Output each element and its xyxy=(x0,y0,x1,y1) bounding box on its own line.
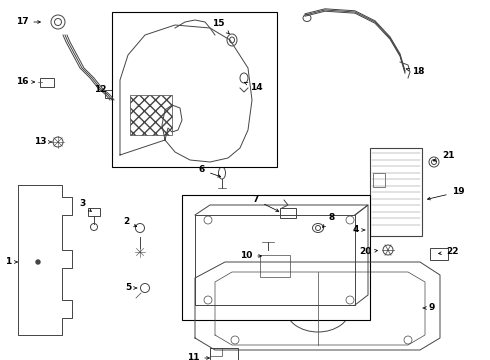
Bar xyxy=(210,348,238,360)
Text: 7: 7 xyxy=(253,195,279,211)
Text: 15: 15 xyxy=(212,19,229,33)
Text: 16: 16 xyxy=(16,77,34,86)
Bar xyxy=(280,208,296,218)
Bar xyxy=(260,255,290,277)
Text: 22: 22 xyxy=(439,248,458,256)
Text: 19: 19 xyxy=(428,188,465,200)
Text: 14: 14 xyxy=(245,82,262,93)
Text: 12: 12 xyxy=(94,85,106,94)
Bar xyxy=(130,95,172,135)
Text: 6: 6 xyxy=(199,166,221,177)
Text: 10: 10 xyxy=(240,252,261,261)
Text: 18: 18 xyxy=(406,68,424,77)
Text: 21: 21 xyxy=(434,152,454,161)
Bar xyxy=(88,208,100,216)
Text: 3: 3 xyxy=(79,199,91,211)
Text: 1: 1 xyxy=(5,257,17,266)
Bar xyxy=(182,195,370,320)
Bar xyxy=(370,148,422,236)
Text: 4: 4 xyxy=(353,225,365,234)
Text: 20: 20 xyxy=(359,248,377,256)
Bar xyxy=(210,348,222,356)
Text: 5: 5 xyxy=(125,284,137,292)
Bar xyxy=(105,90,115,98)
Text: 9: 9 xyxy=(423,303,435,312)
Bar xyxy=(430,248,448,260)
Text: 17: 17 xyxy=(16,18,40,27)
Text: 2: 2 xyxy=(123,217,137,227)
Bar xyxy=(373,173,385,187)
Bar xyxy=(112,12,277,167)
Bar xyxy=(40,78,54,87)
Text: 11: 11 xyxy=(187,354,209,360)
Text: 13: 13 xyxy=(34,138,52,147)
Ellipse shape xyxy=(36,260,40,264)
Text: 8: 8 xyxy=(322,213,335,228)
